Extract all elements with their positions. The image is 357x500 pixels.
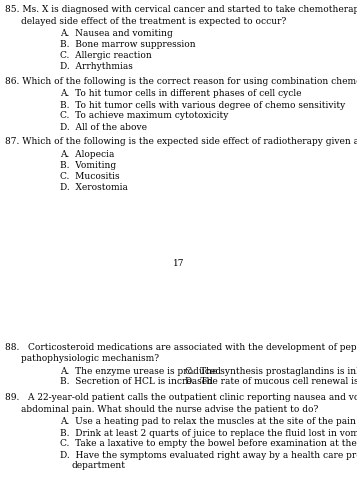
Text: A.  To hit tumor cells in different phases of cell cycle: A. To hit tumor cells in different phase…	[60, 90, 302, 98]
Text: D.  The rate of mucous cell renewal is decreased: D. The rate of mucous cell renewal is de…	[185, 378, 357, 386]
Text: B.  Vomiting: B. Vomiting	[60, 161, 116, 170]
Text: B.  To hit tumor cells with various degree of chemo sensitivity: B. To hit tumor cells with various degre…	[60, 100, 345, 110]
Text: A.  The enzyme urease is produced: A. The enzyme urease is produced	[60, 366, 221, 376]
Text: A.  Nausea and vomiting: A. Nausea and vomiting	[60, 29, 173, 38]
Text: C.  Mucositis: C. Mucositis	[60, 172, 120, 181]
Text: C.  Allergic reaction: C. Allergic reaction	[60, 51, 152, 60]
Text: abdominal pain. What should the nurse advise the patient to do?: abdominal pain. What should the nurse ad…	[21, 405, 318, 414]
Text: 89.   A 22-year-old patient calls the outpatient clinic reporting nausea and vom: 89. A 22-year-old patient calls the outp…	[5, 394, 357, 402]
Text: D.  All of the above: D. All of the above	[60, 122, 147, 132]
Text: C.  Take a laxative to empty the bowel before examination at the clinic: C. Take a laxative to empty the bowel be…	[60, 440, 357, 448]
Text: A.  Alopecia: A. Alopecia	[60, 150, 114, 159]
Text: D.  Have the symptoms evaluated right away by a health care provider at a hospit: D. Have the symptoms evaluated right awa…	[60, 450, 357, 460]
Text: B.  Bone marrow suppression: B. Bone marrow suppression	[60, 40, 196, 49]
Text: C.  To achieve maximum cytotoxicity: C. To achieve maximum cytotoxicity	[60, 112, 228, 120]
Text: B.  Drink at least 2 quarts of juice to replace the fluid lost in vomiting: B. Drink at least 2 quarts of juice to r…	[60, 428, 357, 438]
Text: 86. Which of the following is the correct reason for using combination chemother: 86. Which of the following is the correc…	[5, 77, 357, 86]
Text: C.  The synthesis prostaglandins is inhibited: C. The synthesis prostaglandins is inhib…	[185, 366, 357, 376]
Text: 85. Ms. X is diagnosed with cervical cancer and started to take chemotherapy. Wh: 85. Ms. X is diagnosed with cervical can…	[5, 5, 357, 14]
Text: 88.   Corticosteroid medications are associated with the development of peptic u: 88. Corticosteroid medications are assoc…	[5, 342, 357, 351]
Text: 17: 17	[173, 260, 184, 268]
Text: department: department	[72, 462, 126, 470]
Text: A.  Use a heating pad to relax the muscles at the site of the pain: A. Use a heating pad to relax the muscle…	[60, 418, 356, 426]
Text: 87. Which of the following is the expected side effect of radiotherapy given aro: 87. Which of the following is the expect…	[5, 138, 357, 146]
Text: D.  Arrhythmias: D. Arrhythmias	[60, 62, 133, 71]
Text: delayed side effect of the treatment is expected to occur?: delayed side effect of the treatment is …	[21, 16, 286, 26]
Text: pathophysiologic mechanism?: pathophysiologic mechanism?	[21, 354, 159, 363]
Text: B.  Secretion of HCL is increased: B. Secretion of HCL is increased	[60, 378, 213, 386]
Text: D.  Xerostomia: D. Xerostomia	[60, 183, 128, 192]
